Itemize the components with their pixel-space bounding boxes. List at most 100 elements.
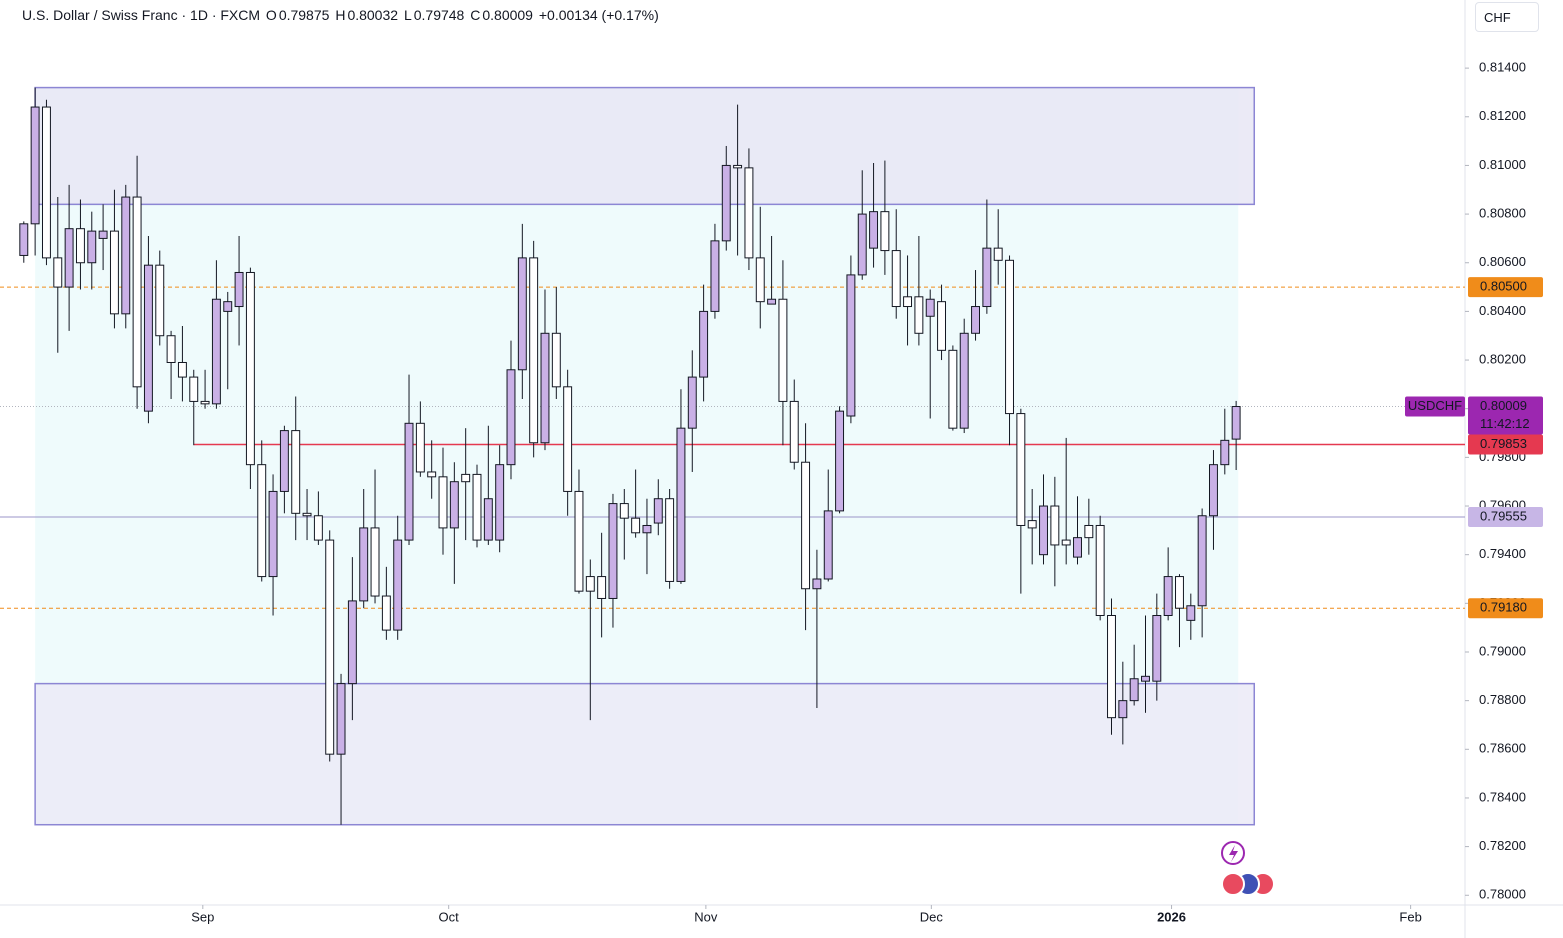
y-tick-label: 0.79400	[1479, 546, 1526, 561]
candle-body	[563, 386, 573, 492]
candle-body	[302, 512, 312, 517]
candle-body	[1005, 259, 1014, 415]
candle-body	[1095, 524, 1105, 616]
candle-body	[1118, 700, 1128, 719]
candle-body	[1129, 678, 1139, 702]
candle-body	[1084, 524, 1094, 539]
last-price-label: 0.80009	[1480, 398, 1527, 413]
candle-body	[461, 473, 471, 483]
candle-body	[801, 461, 811, 590]
candle-body	[268, 490, 278, 578]
candle-body	[857, 213, 867, 276]
candle-body	[336, 683, 346, 755]
candle-body	[540, 332, 550, 444]
candle-body	[313, 515, 323, 541]
candle-body	[177, 361, 187, 378]
candle-body	[291, 430, 301, 514]
candle-body	[393, 539, 403, 631]
ohlc-label: L	[403, 7, 412, 23]
y-tick-label: 0.79000	[1479, 643, 1526, 658]
candle-body	[211, 298, 221, 405]
candle-body	[189, 376, 199, 402]
candle-body	[1209, 464, 1218, 517]
candle-body	[869, 211, 879, 249]
candle-body	[1197, 515, 1207, 607]
candle-body	[823, 510, 833, 580]
symbol: U.S. Dollar / Swiss Franc · 1D · FXCM	[22, 7, 261, 23]
candle-body	[937, 301, 947, 351]
zone	[34, 682, 1256, 826]
candle-body	[347, 600, 357, 685]
plot-area	[0, 86, 1465, 826]
candle-body	[812, 578, 822, 590]
x-tick-label: Dec	[920, 909, 944, 924]
candle-body	[846, 274, 856, 417]
header: U.S. Dollar / Swiss Franc · 1D · FXCM O 0…	[22, 7, 661, 23]
currency-button[interactable]: CHF	[1475, 2, 1539, 32]
candle-body	[971, 306, 980, 334]
candle-body	[1027, 520, 1037, 529]
candle-body	[19, 223, 29, 256]
candle-body	[404, 422, 414, 541]
flag-icon[interactable]	[1221, 872, 1245, 896]
candle-body	[121, 196, 131, 315]
candle-body	[631, 517, 641, 534]
y-tick-label: 0.80200	[1479, 351, 1526, 366]
ohlc-value: 0.80032	[347, 7, 399, 23]
candle-body	[699, 310, 709, 378]
ohlc-value: 0.80009	[482, 7, 533, 23]
candle-body	[880, 211, 890, 252]
candle-body	[1073, 537, 1082, 558]
candle-body	[517, 257, 527, 371]
y-tick-label: 0.78800	[1479, 692, 1526, 707]
countdown: 11:42:12	[1480, 416, 1530, 431]
candle-body	[665, 498, 675, 582]
candle-body	[1186, 605, 1196, 621]
candle-body	[64, 228, 74, 288]
candle-body	[41, 106, 51, 259]
price-label: 0.79853	[1480, 436, 1527, 451]
candle-body	[574, 490, 584, 592]
event-icon-bolt	[1229, 845, 1238, 862]
candle-body	[891, 250, 901, 308]
candle-body	[529, 257, 539, 444]
candle-body	[744, 167, 754, 259]
event-icons[interactable]	[1221, 841, 1275, 896]
y-tick-label: 0.81000	[1479, 157, 1526, 172]
candle-body	[53, 257, 63, 288]
candle-body	[653, 498, 663, 524]
candle-body	[551, 332, 561, 388]
candle-body	[982, 247, 992, 308]
candle-body	[155, 264, 165, 337]
candle-body	[245, 271, 255, 466]
candle-body	[755, 257, 765, 303]
x-tick-label: Oct	[439, 909, 460, 924]
candle-body	[143, 264, 153, 412]
x-tick-label: Nov	[694, 909, 718, 924]
ohlc-label: O	[265, 7, 277, 23]
event-icon[interactable]	[1221, 841, 1245, 865]
candle-body	[370, 527, 380, 597]
symbol-label-bg	[1405, 396, 1465, 417]
y-tick-label: 0.78200	[1479, 838, 1526, 853]
candle-body	[925, 298, 935, 317]
candle-body	[132, 196, 142, 388]
candle-body	[1141, 675, 1150, 682]
candle-body	[710, 240, 720, 312]
change: +0.00134 (+0.17%)	[538, 7, 659, 23]
price-label: 0.80500	[1480, 279, 1527, 294]
y-tick-label: 0.78400	[1479, 789, 1526, 804]
y-tick-label: 0.78600	[1479, 741, 1526, 756]
candle-body	[98, 230, 108, 239]
candle-body	[835, 410, 845, 512]
x-tick-label: 2026	[1157, 909, 1186, 924]
candle-body	[1231, 406, 1241, 440]
price-label-bg	[1468, 434, 1543, 455]
candle-body	[506, 369, 516, 466]
y-tick-label: 0.80800	[1479, 206, 1526, 221]
candle-body	[449, 481, 459, 529]
candle-body	[789, 400, 799, 463]
y-tick-label: 0.81200	[1479, 108, 1526, 123]
candle-body	[585, 576, 595, 592]
candle-body	[608, 503, 618, 599]
